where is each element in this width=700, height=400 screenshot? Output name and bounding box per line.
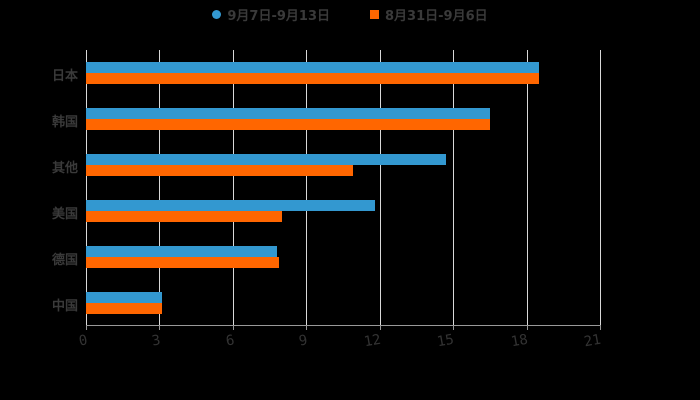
bar[interactable] — [86, 154, 446, 165]
legend: 9月7日-9月13日 8月31日-9月6日 — [0, 5, 700, 24]
legend-label: 9月7日-9月13日 — [227, 9, 330, 24]
category-label: 德国 — [51, 253, 78, 268]
bar[interactable] — [86, 165, 353, 176]
gridline — [453, 50, 455, 325]
tick-mark — [526, 325, 528, 330]
tick-mark — [379, 325, 381, 330]
tick-label: 18 — [509, 331, 529, 351]
tick-label: 15 — [435, 331, 456, 351]
bar[interactable] — [86, 108, 490, 119]
x-axis — [86, 325, 600, 326]
bar[interactable] — [86, 200, 375, 211]
bar[interactable] — [86, 73, 539, 84]
tick-mark — [600, 325, 601, 330]
circle-icon — [212, 10, 222, 19]
bar[interactable] — [86, 119, 490, 130]
bar[interactable] — [86, 292, 162, 303]
plot-area — [86, 50, 601, 325]
bar[interactable] — [86, 246, 277, 257]
category-label: 其他 — [51, 161, 78, 176]
category-label: 中国 — [51, 299, 78, 314]
gridline — [232, 50, 234, 325]
bar[interactable] — [86, 211, 282, 222]
tick-label: 6 — [224, 332, 236, 350]
square-icon — [370, 10, 379, 19]
tick-mark — [453, 325, 455, 330]
tick-mark — [306, 325, 308, 330]
tick-label: 9 — [297, 332, 310, 350]
bar[interactable] — [86, 303, 162, 314]
tick-mark — [232, 325, 234, 330]
tick-label: 21 — [582, 331, 603, 351]
gridline — [86, 50, 87, 325]
tick-mark — [86, 325, 87, 330]
gridline — [600, 50, 601, 325]
tick-mark — [159, 325, 161, 330]
category-label: 韩国 — [51, 115, 78, 130]
tick-label: 3 — [151, 332, 163, 350]
legend-item-series-2[interactable]: 8月31日-9月6日 — [370, 5, 488, 24]
tick-label: 12 — [362, 331, 382, 351]
gridline — [159, 50, 161, 325]
legend-label: 8月31日-9月6日 — [385, 9, 488, 24]
category-label: 日本 — [51, 69, 78, 84]
bar[interactable] — [86, 257, 280, 268]
tick-label: 0 — [77, 332, 89, 350]
gridline — [526, 50, 528, 325]
gridline — [379, 50, 381, 325]
legend-item-series-1[interactable]: 9月7日-9月13日 — [212, 5, 330, 24]
bar[interactable] — [86, 62, 539, 73]
gridline — [306, 50, 308, 325]
category-label: 美国 — [51, 207, 78, 222]
